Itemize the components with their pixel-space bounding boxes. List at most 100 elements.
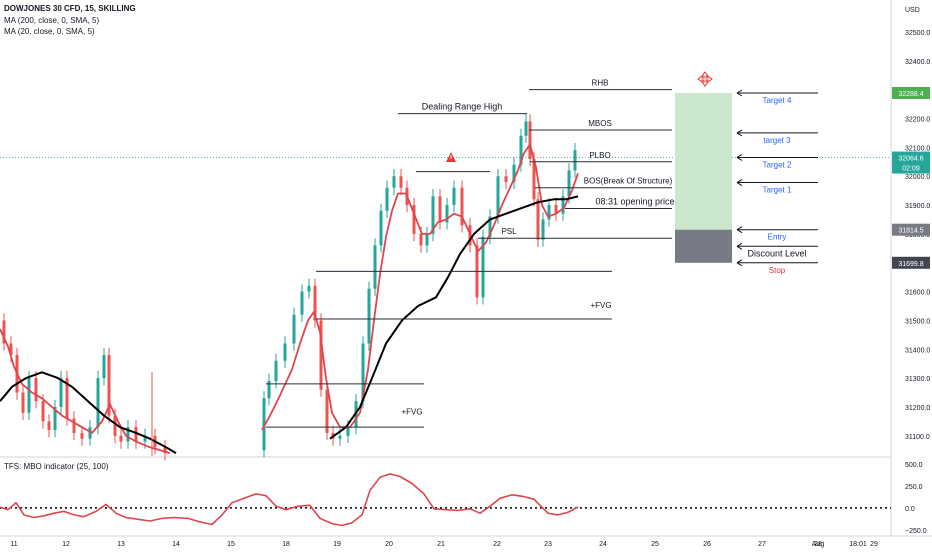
candle-body [373, 245, 377, 289]
move-handle-shape [697, 71, 713, 87]
warning-icon [446, 152, 456, 162]
grid [0, 0, 932, 537]
arrow-icon [736, 259, 743, 267]
candle-body [573, 150, 577, 171]
target-label: Discount Level [747, 248, 806, 258]
candle-body [496, 176, 500, 217]
candle-body [367, 288, 371, 344]
arrow-icon [736, 226, 743, 234]
loss-zone [675, 229, 732, 263]
candle-body [143, 435, 147, 442]
price-tag [892, 87, 930, 99]
level-label: Dealing Range High [422, 102, 503, 112]
arrow-icon [736, 129, 743, 137]
candle-body [481, 236, 485, 298]
candle-body [567, 170, 571, 197]
target-label: Stop [769, 266, 786, 275]
x-tick-label: 22 [493, 541, 501, 548]
candle-body [512, 164, 516, 182]
candle-body [163, 447, 167, 454]
y-tick-label: 31600.0 [905, 290, 930, 297]
chart-title: DOWJONES 30 CFD, 15, SKILLING [4, 4, 136, 13]
candle-body [96, 378, 100, 428]
x-tick-label: 25 [651, 541, 659, 548]
x-tick-label: 13 [117, 541, 125, 548]
candle-body [325, 389, 329, 433]
level-label: PLBO [589, 151, 610, 160]
x-tick-label: 19 [333, 541, 341, 548]
level-label: PSL [501, 227, 517, 236]
target-label: Target 1 [763, 186, 792, 195]
price-tag [892, 256, 930, 269]
arrow-icon [736, 89, 743, 97]
candle-body [438, 196, 442, 223]
candle-body [528, 121, 532, 159]
y-tick-label: 31500.0 [905, 318, 930, 325]
candle-body [107, 355, 111, 416]
candle-body [113, 415, 117, 436]
y-tick-label: 31200.0 [905, 405, 930, 412]
price-tag-label: 31699.8 [898, 261, 923, 268]
levels-layer: RHB Dealing Range High MBOS PLBO BOS(Break O… [266, 79, 675, 428]
price-axis[interactable]: USD32500.032400.032300.032200.032100.032… [892, 7, 930, 441]
time-axis[interactable]: 11 12 13 14 15 18 19 20 21 22 23 24 25 26 27 28 29 Aug 18:… [10, 541, 878, 548]
candle-body [392, 176, 396, 188]
candle-body [532, 158, 536, 200]
osc-tick-label: 0.0 [905, 506, 915, 513]
candle-body [319, 320, 323, 390]
price-tag-label: 32288.4 [898, 91, 923, 98]
y-tick-label: 32100.0 [905, 145, 930, 152]
candle-body [34, 378, 38, 402]
x-tick-label: 23 [544, 541, 552, 548]
candle-body [307, 285, 311, 292]
osc-tick-label: 250.0 [905, 484, 923, 491]
price-tag-label: 31814.5 [898, 228, 923, 235]
move-handle-icon [697, 71, 713, 87]
x-tick-label: 28 [814, 541, 822, 548]
ma20-legend: MA (20, close, 0, SMA, 5) [4, 27, 95, 36]
oscillator-pane: 500.0 250.0 0.0 −250.0 [0, 462, 927, 535]
osc-tick-label: 500.0 [905, 462, 923, 469]
candle-body [283, 343, 287, 361]
candle-body [119, 435, 123, 442]
candle-body [126, 427, 130, 442]
candle-body [385, 187, 389, 211]
x-tick-label: 27 [758, 541, 766, 548]
candle-body [379, 210, 383, 246]
candle-body [292, 314, 296, 344]
candle-body [72, 418, 76, 433]
position-layer[interactable]: Target 4 target 3 Target 2 Target 1 Entry Dis… [675, 71, 818, 275]
candle-body [134, 427, 138, 442]
candle-body [536, 199, 540, 240]
candle-body [361, 343, 365, 402]
ma200-legend: MA (200, close, 0, SMA, 5) [4, 16, 100, 25]
ma20-line [0, 143, 579, 454]
x-tick-label: 29 [870, 541, 878, 548]
candle-body [561, 196, 565, 214]
y-tick-label: 32400.0 [905, 59, 930, 66]
countdown-label: 02:09 [902, 166, 920, 173]
y-tick-label: 31400.0 [905, 347, 930, 354]
candle-body [338, 435, 342, 439]
x-tick-label: 14 [172, 541, 180, 548]
candle-body [2, 320, 6, 344]
candle-body [541, 219, 545, 240]
target-label: target 3 [763, 136, 791, 145]
candle-body [504, 176, 508, 182]
candle-body [419, 233, 423, 246]
candle-body [65, 378, 69, 419]
level-label: BOS(Break Of Structure) [584, 177, 673, 186]
last-price-label: 32064.6 [898, 156, 923, 163]
candle-body [102, 355, 106, 379]
candle-body [47, 421, 51, 431]
osc-tick-label: −250.0 [905, 528, 927, 535]
candle-body [313, 285, 317, 321]
x-tick-label: 18:01 [849, 541, 867, 548]
candle-body [412, 205, 416, 234]
candle-body [267, 381, 271, 399]
y-tick-label: 32000.0 [905, 174, 930, 181]
currency-label: USD [905, 7, 920, 14]
x-tick-label: 12 [62, 541, 70, 548]
